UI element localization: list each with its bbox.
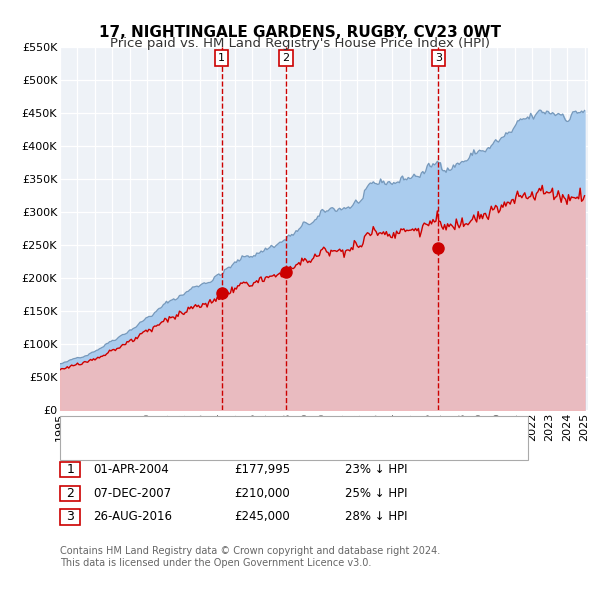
Text: £210,000: £210,000 bbox=[234, 487, 290, 500]
Text: 26-AUG-2016: 26-AUG-2016 bbox=[93, 510, 172, 523]
Text: HPI: Average price, detached house, Rugby: HPI: Average price, detached house, Rugb… bbox=[93, 442, 349, 455]
Text: 17, NIGHTINGALE GARDENS, RUGBY, CV23 0WT: 17, NIGHTINGALE GARDENS, RUGBY, CV23 0WT bbox=[99, 25, 501, 40]
Text: 3: 3 bbox=[66, 510, 74, 523]
Text: Contains HM Land Registry data © Crown copyright and database right 2024.
This d: Contains HM Land Registry data © Crown c… bbox=[60, 546, 440, 568]
Text: £177,995: £177,995 bbox=[234, 463, 290, 476]
Text: Price paid vs. HM Land Registry's House Price Index (HPI): Price paid vs. HM Land Registry's House … bbox=[110, 37, 490, 50]
Text: 17, NIGHTINGALE GARDENS, RUGBY, CV23 0WT (detached house): 17, NIGHTINGALE GARDENS, RUGBY, CV23 0WT… bbox=[93, 422, 482, 435]
Text: ——: —— bbox=[69, 442, 100, 457]
Text: 3: 3 bbox=[435, 53, 442, 63]
Text: £245,000: £245,000 bbox=[234, 510, 290, 523]
Text: 1: 1 bbox=[66, 463, 74, 476]
Text: ——: —— bbox=[69, 421, 100, 436]
Text: 25% ↓ HPI: 25% ↓ HPI bbox=[345, 487, 407, 500]
Text: 01-APR-2004: 01-APR-2004 bbox=[93, 463, 169, 476]
Text: 07-DEC-2007: 07-DEC-2007 bbox=[93, 487, 171, 500]
Text: 28% ↓ HPI: 28% ↓ HPI bbox=[345, 510, 407, 523]
Text: 1: 1 bbox=[218, 53, 225, 63]
Text: 2: 2 bbox=[66, 487, 74, 500]
Text: 23% ↓ HPI: 23% ↓ HPI bbox=[345, 463, 407, 476]
Text: 2: 2 bbox=[283, 53, 290, 63]
